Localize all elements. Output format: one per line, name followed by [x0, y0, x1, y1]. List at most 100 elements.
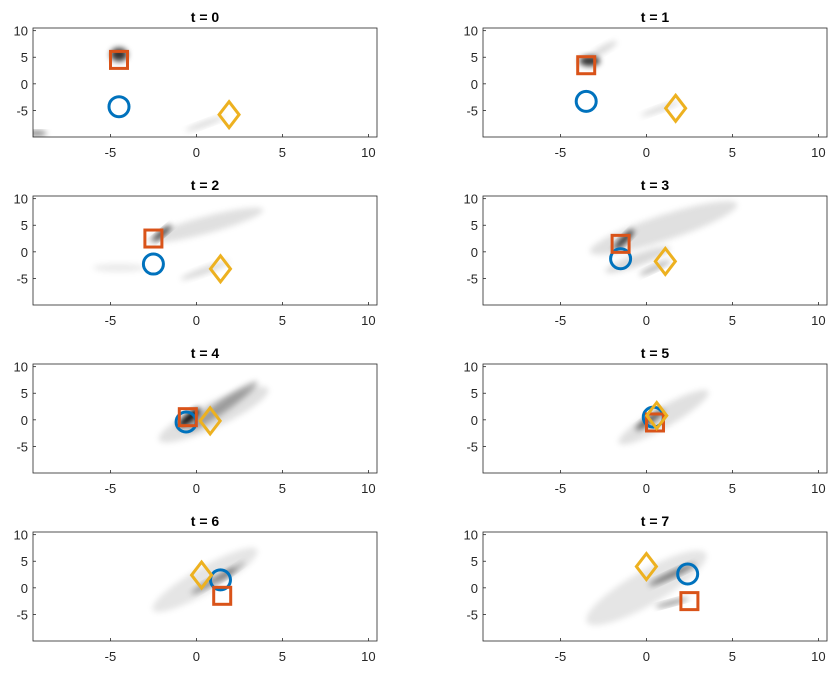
x-tick-label: 10	[811, 481, 825, 496]
x-tick-label: 0	[193, 649, 200, 664]
panel-title: t = 1	[641, 9, 670, 25]
y-tick-label: 5	[471, 218, 478, 233]
circle-marker	[609, 247, 633, 271]
diamond-marker	[198, 405, 223, 437]
x-tick-label: 0	[193, 145, 200, 160]
x-tick-label: 5	[729, 145, 736, 160]
x-tick-label: 5	[729, 481, 736, 496]
square-marker	[143, 228, 164, 249]
y-tick-label: 0	[471, 581, 478, 596]
circle-marker	[574, 89, 598, 113]
panel-title: t = 4	[191, 345, 220, 361]
x-tick-label: 5	[279, 481, 286, 496]
axes-box	[482, 27, 828, 138]
diamond-marker	[217, 99, 241, 131]
x-tick-label: 5	[279, 649, 286, 664]
panel-3: t = 3 -5 0 5 10 10 5 0 -5	[464, 177, 828, 328]
y-tick-label: 10	[464, 24, 478, 39]
panel-4: t = 4 -5 0 5 10 10 5 0 -5	[14, 345, 378, 496]
y-tick-label: 0	[21, 581, 28, 596]
y-tick-label: 10	[14, 528, 28, 543]
y-tick-label: -5	[16, 439, 28, 454]
x-tick-label: 0	[193, 313, 200, 328]
x-tick-label: -5	[105, 145, 117, 160]
x-tick-label: 10	[361, 649, 375, 664]
density-blob	[216, 561, 245, 582]
x-tick-label: 5	[729, 313, 736, 328]
y-tick-label: 5	[471, 386, 478, 401]
panel-5: t = 5 -5 0 5 10 10 5 0 -5	[464, 345, 828, 496]
diamond-marker	[189, 559, 214, 591]
density-blob	[93, 263, 145, 273]
x-tick-label: 0	[643, 649, 650, 664]
y-tick-label: 5	[21, 50, 28, 65]
y-tick-label: 5	[471, 554, 478, 569]
square-marker	[645, 412, 665, 433]
y-tick-label: 5	[21, 218, 28, 233]
panel-title: t = 5	[641, 345, 670, 361]
circle-marker	[107, 95, 131, 119]
panel-title: t = 7	[641, 513, 670, 529]
y-tick-label: 10	[14, 360, 28, 375]
density-blob	[180, 261, 230, 280]
panel-6: t = 6 -5 0 5 10 10 5 0 -5	[14, 513, 378, 664]
density-blob	[146, 207, 264, 243]
square-marker	[576, 55, 597, 76]
x-tick-label: 0	[643, 313, 650, 328]
diamond-marker	[634, 551, 659, 583]
square-marker	[109, 49, 129, 70]
x-tick-label: -5	[555, 649, 567, 664]
panel-title: t = 2	[191, 177, 220, 193]
square-marker	[177, 407, 198, 428]
diamond-marker	[644, 400, 669, 432]
diamond-marker	[208, 253, 233, 285]
y-tick-label: 10	[464, 528, 478, 543]
x-tick-label: -5	[105, 481, 117, 496]
y-tick-label: -5	[16, 103, 28, 118]
density-blob	[605, 246, 671, 273]
x-tick-label: 0	[643, 145, 650, 160]
y-tick-label: 5	[21, 386, 28, 401]
x-tick-label: 10	[361, 481, 375, 496]
y-tick-label: 10	[464, 360, 478, 375]
y-tick-label: 10	[14, 24, 28, 39]
y-tick-label: 0	[21, 413, 28, 428]
x-tick-label: 5	[279, 313, 286, 328]
circle-marker	[141, 252, 165, 276]
density-layer	[93, 207, 264, 280]
x-tick-label: 10	[811, 649, 825, 664]
panel-title: t = 6	[191, 513, 220, 529]
y-tick-label: 5	[471, 50, 478, 65]
y-tick-label: 5	[21, 554, 28, 569]
density-blob	[110, 47, 128, 62]
density-blob	[586, 550, 707, 626]
y-tick-label: 0	[471, 245, 478, 260]
y-tick-label: -5	[16, 607, 28, 622]
x-tick-label: 0	[193, 481, 200, 496]
axes-box	[32, 27, 378, 138]
x-tick-label: 10	[811, 145, 825, 160]
x-tick-label: -5	[105, 313, 117, 328]
x-tick-label: 5	[729, 649, 736, 664]
y-tick-label: 0	[21, 77, 28, 92]
density-blob	[589, 201, 738, 255]
y-tick-label: 0	[471, 77, 478, 92]
panel-7: t = 7 -5 0 5 10 10 5 0 -5	[464, 513, 828, 664]
x-tick-label: -5	[105, 649, 117, 664]
panel-2: t = 2 -5 0 5 10 10 5 0 -5	[14, 177, 378, 328]
y-tick-label: -5	[466, 271, 478, 286]
square-marker	[212, 585, 233, 606]
x-tick-label: -5	[555, 481, 567, 496]
panel-0: t = 0 -5 0 5 10 10 5 0 -5	[14, 9, 378, 160]
panel-1: t = 1 -5 0 5 10 10 5 0 -5	[464, 9, 828, 160]
x-tick-label: -5	[555, 145, 567, 160]
x-tick-label: 10	[361, 313, 375, 328]
circle-marker	[208, 568, 232, 592]
x-tick-label: 10	[361, 145, 375, 160]
diamond-marker	[653, 245, 678, 277]
density-blob	[33, 131, 47, 136]
x-tick-label: 5	[279, 145, 286, 160]
x-tick-label: 10	[811, 313, 825, 328]
density-blob	[639, 260, 671, 276]
